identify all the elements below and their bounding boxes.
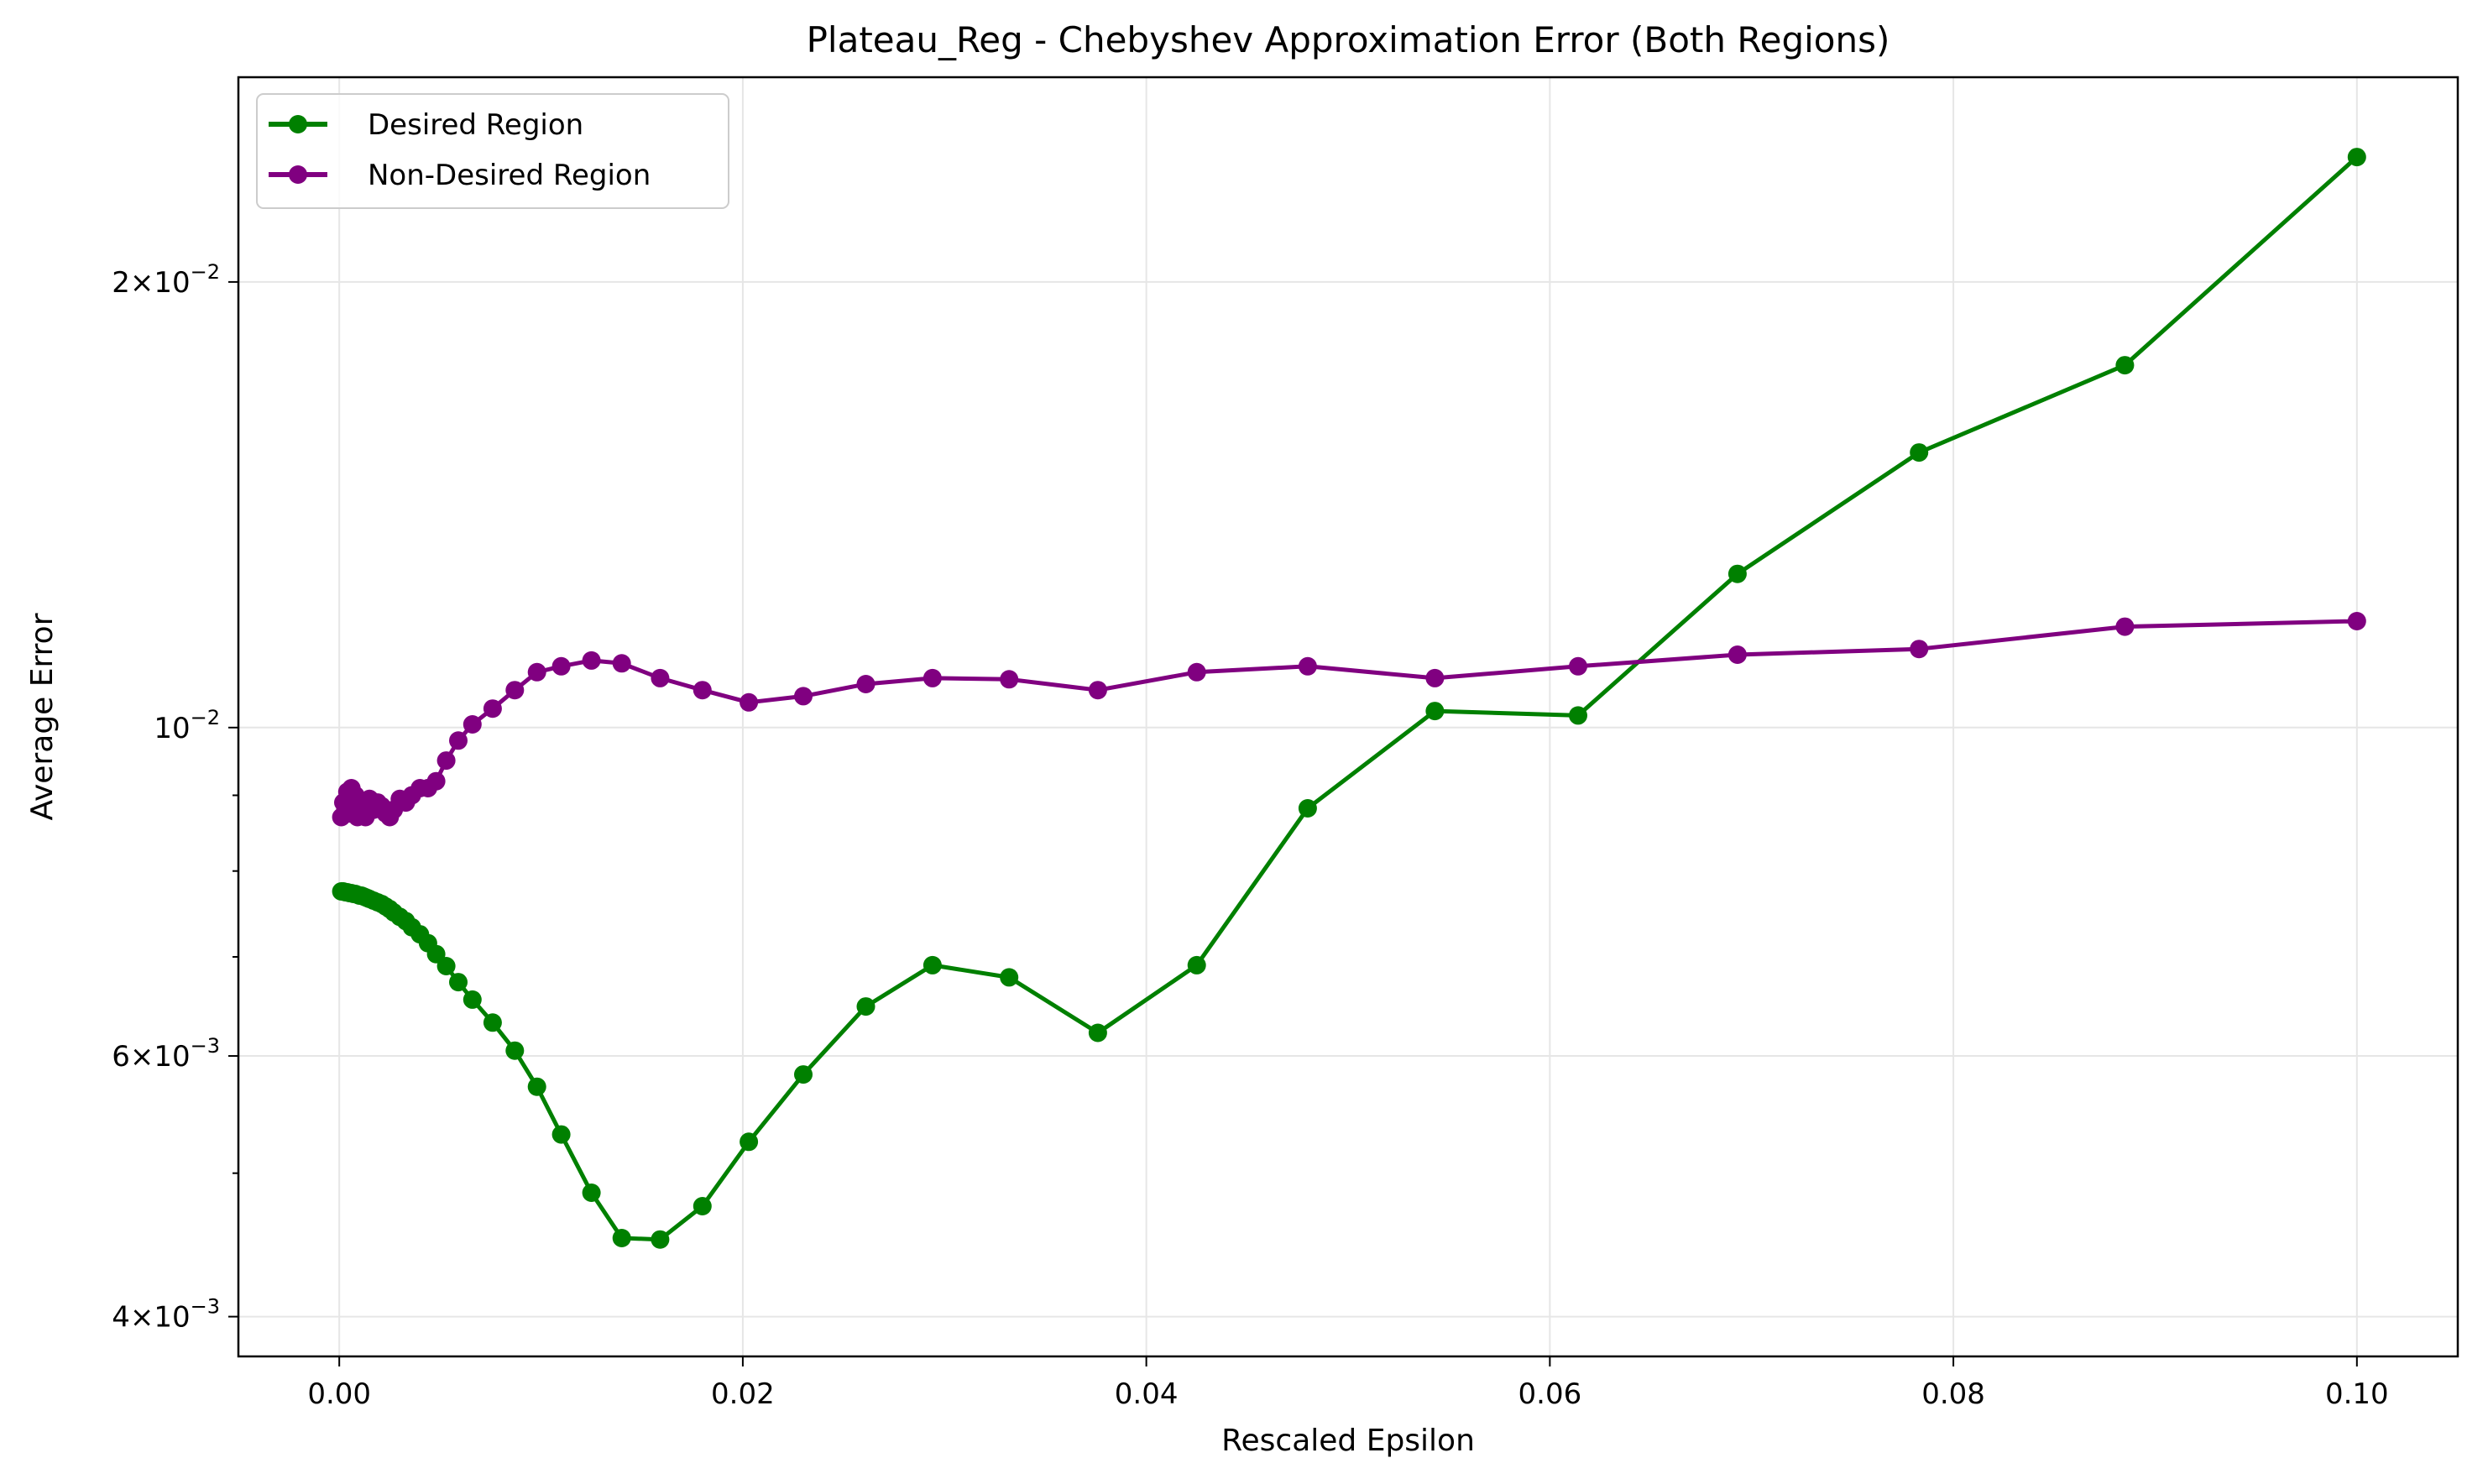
series-0-point [693, 1197, 712, 1215]
series-1-point [2115, 617, 2135, 636]
series-0-point [2115, 356, 2135, 375]
series-1-point [449, 731, 468, 750]
series-0-point [1727, 564, 1747, 583]
series-1-point [505, 681, 525, 700]
legend-marker-nondesired [289, 165, 307, 184]
series-1-point [1569, 656, 1587, 676]
legend-marker-desired [289, 115, 307, 133]
series-0-point [2347, 148, 2366, 167]
series-1-point [1727, 645, 1747, 664]
chart-title: Plateau_Reg - Chebyshev Approximation Er… [807, 19, 1890, 60]
series-1-point [923, 668, 942, 687]
series-0-point [463, 990, 482, 1009]
series-0-point [1425, 702, 1445, 721]
series-0-point [856, 997, 876, 1016]
series-0-point [1298, 799, 1317, 818]
x-tick-label: 0.00 [307, 1377, 371, 1411]
series-0-point [582, 1184, 601, 1202]
series-0-point [1000, 968, 1019, 987]
x-tick-label: 0.04 [1115, 1377, 1179, 1411]
series-1-point [2347, 612, 2366, 630]
series-1-point [1187, 662, 1206, 682]
x-tick-label: 0.10 [2325, 1377, 2389, 1411]
legend-label-desired: Desired Region [368, 108, 583, 142]
series-0-point [551, 1125, 571, 1144]
series-0-point [740, 1132, 759, 1152]
series-1-point [651, 668, 670, 687]
series-1-point [483, 699, 502, 718]
series-0-point [436, 957, 456, 975]
series-0-point [651, 1230, 670, 1249]
series-layer [332, 148, 2366, 1249]
series-1-point [527, 662, 546, 682]
legend: Desired Region Non-Desired Region [256, 93, 729, 209]
series-1-point [612, 654, 631, 673]
series-1-point [1425, 668, 1445, 687]
ticks: 0.00 0.02 0.04 0.06 0.08 0.104×10−36×10−310−2… [112, 260, 2388, 1411]
series-0-point [923, 955, 942, 975]
series-1-point [1298, 656, 1317, 676]
series-0-point [1910, 443, 1929, 462]
series-1-point [551, 656, 571, 676]
x-tick-label: 0.02 [711, 1377, 775, 1411]
series-1-point [436, 751, 456, 771]
x-tick-label: 0.08 [1921, 1377, 1985, 1411]
series-0-point [483, 1013, 502, 1032]
series-1-point [794, 687, 813, 706]
series-1-point [1910, 640, 1929, 659]
legend-label-nondesired: Non-Desired Region [368, 159, 651, 192]
y-axis-label: Average Error [25, 613, 60, 820]
series-1-point [693, 681, 712, 700]
series-1-point [1000, 670, 1019, 689]
series-0-point [1187, 955, 1206, 975]
series-1-point [463, 715, 482, 734]
legend-box [256, 93, 729, 209]
series-0-point [449, 973, 468, 992]
series-1-point [582, 651, 601, 670]
series-0-point [612, 1229, 631, 1247]
series-0-point [505, 1041, 525, 1060]
x-tick-label: 0.06 [1518, 1377, 1582, 1411]
series-1-point [426, 771, 446, 791]
series-0-point [1088, 1023, 1107, 1042]
series-0-point [527, 1077, 546, 1096]
series-0-point [1569, 706, 1587, 725]
plot-frame [237, 76, 2459, 1358]
x-axis-label: Rescaled Epsilon [1221, 1424, 1475, 1458]
series-0-point [794, 1065, 813, 1084]
gridlines [238, 77, 2458, 1356]
series-1-point [1088, 681, 1107, 700]
series-1-point [856, 675, 876, 693]
series-1-point [740, 692, 759, 712]
